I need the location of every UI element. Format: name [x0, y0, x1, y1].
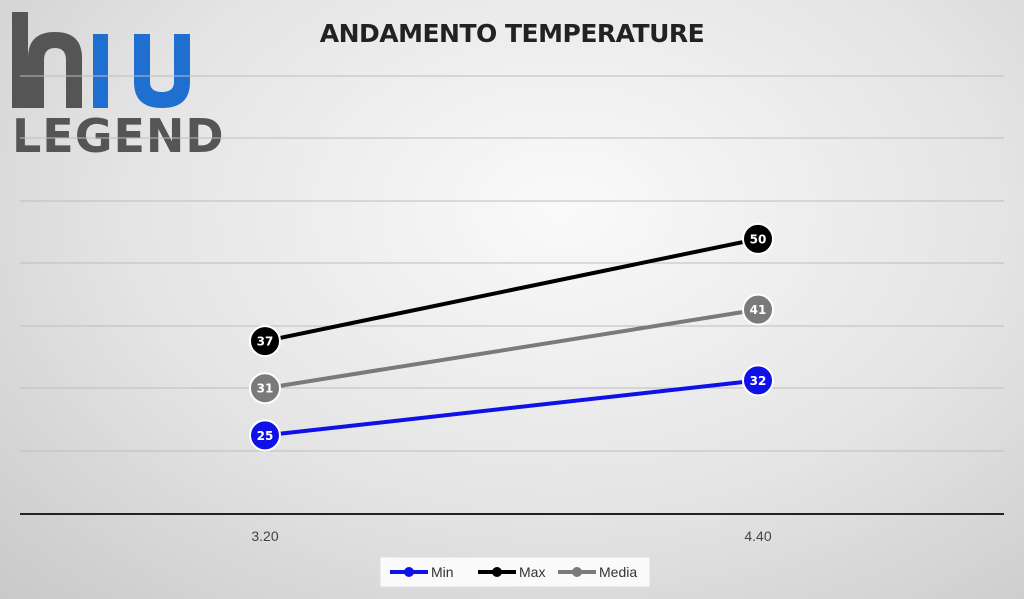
data-label: 32 [750, 374, 767, 388]
legend-label: Min [431, 564, 454, 580]
legend-swatch-marker [404, 567, 414, 577]
chart-title: ANDAMENTO TEMPERATURE [320, 19, 705, 48]
data-point [742, 293, 774, 326]
legend: Min Max Media [379, 556, 651, 588]
data-label: 31 [257, 382, 274, 396]
data-point [249, 372, 281, 405]
legend-swatch-marker [492, 567, 502, 577]
series-line-media [264, 307, 759, 391]
data-label: 41 [750, 303, 767, 317]
x-tick-label: 3.20 [251, 528, 278, 544]
x-tick-label: 4.40 [744, 528, 771, 544]
gridlines [20, 75, 1004, 452]
data-point [742, 364, 774, 397]
legend-label: Media [599, 564, 637, 580]
data-label: 37 [257, 335, 274, 349]
legend-swatch-marker [572, 567, 582, 577]
series-line-min [264, 378, 759, 438]
data-point [249, 419, 281, 452]
data-label: 50 [750, 232, 767, 246]
logo-text: LEGEND [12, 109, 225, 163]
data-label: 25 [257, 429, 274, 443]
brand-logo: LEGEND [12, 12, 225, 163]
data-point [249, 325, 281, 358]
x-axis-ticks: 3.20 4.40 [251, 528, 771, 544]
data-point [742, 222, 774, 255]
series-line-max [264, 236, 759, 344]
series-group: 25 32 37 50 31 41 [249, 222, 774, 452]
legend-label: Max [519, 564, 545, 580]
